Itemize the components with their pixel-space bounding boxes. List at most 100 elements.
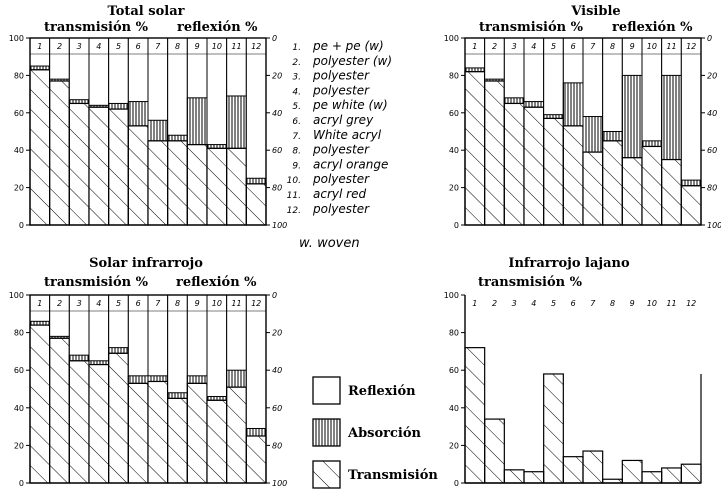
right-tick-label: 0 [707,34,712,43]
absorption-segment [523,101,545,108]
material-number: 5. [292,102,301,112]
transmission-bar [464,347,486,484]
transmission-segment [186,143,208,226]
category-label: 11 [231,42,241,51]
category-label: 5 [551,42,556,51]
material-number: 9. [292,161,301,171]
category-label: 3 [512,299,517,308]
transmission-bar [680,463,702,484]
right-tick-label: 40 [272,366,282,375]
legend: Reflexión Absorción Transmisión [312,376,438,489]
transmission-segment [621,157,643,226]
material-name: acryl red [313,187,366,201]
transmission-segment [245,183,267,226]
absorption-segment [108,102,129,110]
chart-total-solar: Total solar transmisión % reflexión % 10… [9,4,288,230]
transmission-segment [147,140,169,226]
right-tick-label: 80 [707,184,717,193]
legend-label-reflection: Reflexión [348,384,416,399]
transmission-bar [562,456,584,484]
chart-visible: Visible transmisión % reflexión % 100806… [444,4,721,230]
absorption-segment [621,74,643,159]
transmission-segment [108,108,129,226]
category-label: 5 [116,299,121,308]
absorption-segment [661,74,682,161]
transmission-segment [543,117,564,226]
y-tick-label: 40 [449,404,459,413]
category-label: 2 [57,42,62,51]
category-label: 2 [492,42,497,51]
transmission-segment [206,147,228,226]
y-tick-label: 60 [449,366,459,375]
right-tick-label: 20 [272,329,282,338]
absorption-segment [147,375,169,382]
transmission-segment [582,151,604,226]
transmission-axis-label: transmisión % [44,20,149,35]
right-tick-label: 0 [272,291,277,300]
transmission-bar [484,418,505,484]
right-tick-label: 0 [272,34,277,43]
y-tick-label: 20 [449,184,459,193]
material-number: 2. [292,58,301,68]
category-label: 6 [136,299,141,308]
material-name: polyester [312,172,370,186]
right-tick-label: 20 [707,71,717,80]
transmission-segment [68,102,90,226]
category-label: 11 [231,299,241,308]
category-label: 10 [647,299,657,308]
transmission-segment [464,71,486,226]
category-label: 10 [212,42,222,51]
transmission-segment [602,140,623,226]
y-tick-label: 40 [14,404,24,413]
category-label: 3 [77,42,82,51]
transmission-segment [186,382,208,484]
y-tick-label: 20 [14,184,24,193]
chart-title: Visible [570,4,620,19]
transmission-segment [661,158,682,226]
transmission-segment [245,435,267,484]
absorption-segment [108,347,129,354]
transmission-segment [484,80,505,226]
category-label: 12 [251,299,261,308]
material-name: polyester (w) [312,54,392,68]
right-tick-label: 40 [272,109,282,118]
material-name: White acryl [313,128,382,142]
absorption-segment [503,97,525,104]
transmission-axis-label: transmisión % [44,275,149,290]
category-label: 12 [251,42,261,51]
material-name: acryl grey [313,113,374,127]
category-label: 4 [531,299,536,308]
right-tick-label: 100 [707,221,721,230]
transmission-segment [226,147,247,226]
reflection-axis-label: reflexión % [177,20,258,35]
category-label: 1 [37,299,42,308]
category-label: 6 [571,299,576,308]
category-label: 9 [195,42,200,51]
transmission-segment [127,382,149,484]
transmission-segment [680,185,702,226]
transmission-segment [562,125,584,226]
y-tick-label: 100 [9,291,24,300]
chart-title: Solar infrarrojo [89,256,203,271]
category-label: 4 [96,299,101,308]
category-label: 9 [195,299,200,308]
material-name: acryl orange [313,157,388,171]
category-label: 4 [96,42,101,51]
transmission-segment [49,80,70,226]
chart-infrarrojo-lajano: Infrarrojo lajano transmisión % 10080604… [444,256,702,488]
transmission-bar [641,471,663,484]
transmission-segment [108,352,129,484]
material-name: polyester [312,202,370,216]
category-label: 3 [512,42,517,51]
category-label: 1 [472,299,477,308]
category-label: 7 [155,299,161,308]
y-tick-label: 100 [444,34,459,43]
legend-swatch-reflection [312,376,341,405]
right-tick-label: 100 [272,479,287,488]
transmission-segment [88,106,110,226]
category-label: 6 [571,42,576,51]
y-tick-label: 60 [449,109,459,118]
transmission-segment [68,360,90,484]
transmission-bar [543,373,564,484]
category-label: 4 [531,42,536,51]
